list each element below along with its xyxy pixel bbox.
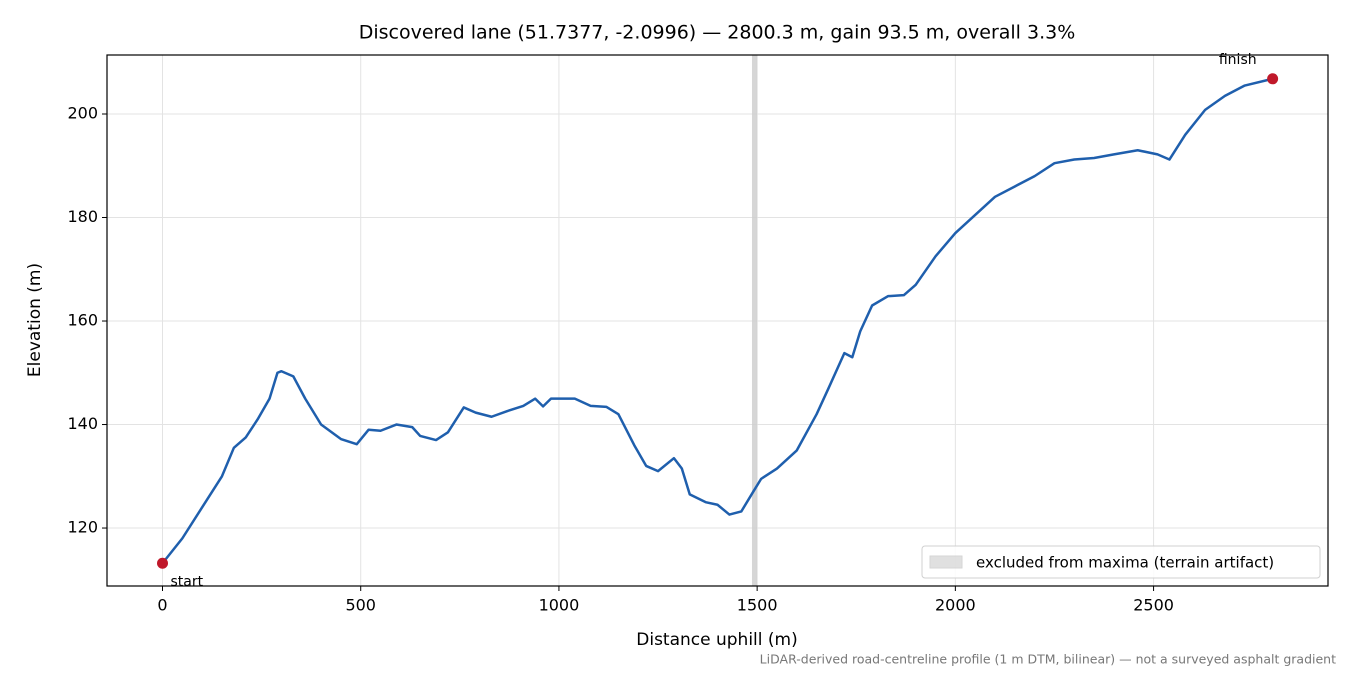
x-axis-label: Distance uphill (m) bbox=[636, 630, 797, 650]
excluded-band bbox=[751, 55, 758, 586]
y-tick-label: 140 bbox=[67, 414, 98, 433]
legend-label: excluded from maxima (terrain artifact) bbox=[976, 554, 1274, 572]
x-tick-label: 2500 bbox=[1133, 596, 1174, 615]
x-tick-label: 2000 bbox=[935, 596, 976, 615]
footnote: LiDAR-derived road-centreline profile (1… bbox=[760, 652, 1336, 667]
x-tick-label: 0 bbox=[157, 596, 167, 615]
x-tick-label: 500 bbox=[345, 596, 376, 615]
chart-title: Discovered lane (51.7377, -2.0996) — 280… bbox=[359, 22, 1076, 44]
legend-swatch bbox=[929, 555, 963, 569]
y-tick-label: 180 bbox=[67, 207, 98, 226]
y-tick-label: 160 bbox=[67, 311, 98, 330]
y-axis-label: Elevation (m) bbox=[25, 263, 45, 377]
endpoint-label: finish bbox=[1219, 52, 1257, 68]
y-tick-label: 120 bbox=[67, 518, 98, 537]
plot-frame bbox=[106, 54, 1329, 587]
y-tick-label: 200 bbox=[67, 104, 98, 123]
x-tick-label: 1000 bbox=[539, 596, 580, 615]
legend-box bbox=[921, 545, 1321, 579]
endpoint-marker bbox=[1267, 73, 1279, 85]
endpoint-marker bbox=[157, 557, 168, 569]
elevation-line bbox=[161, 77, 1273, 565]
x-tick-label: 1500 bbox=[737, 596, 778, 615]
endpoint-label: start bbox=[171, 574, 204, 590]
